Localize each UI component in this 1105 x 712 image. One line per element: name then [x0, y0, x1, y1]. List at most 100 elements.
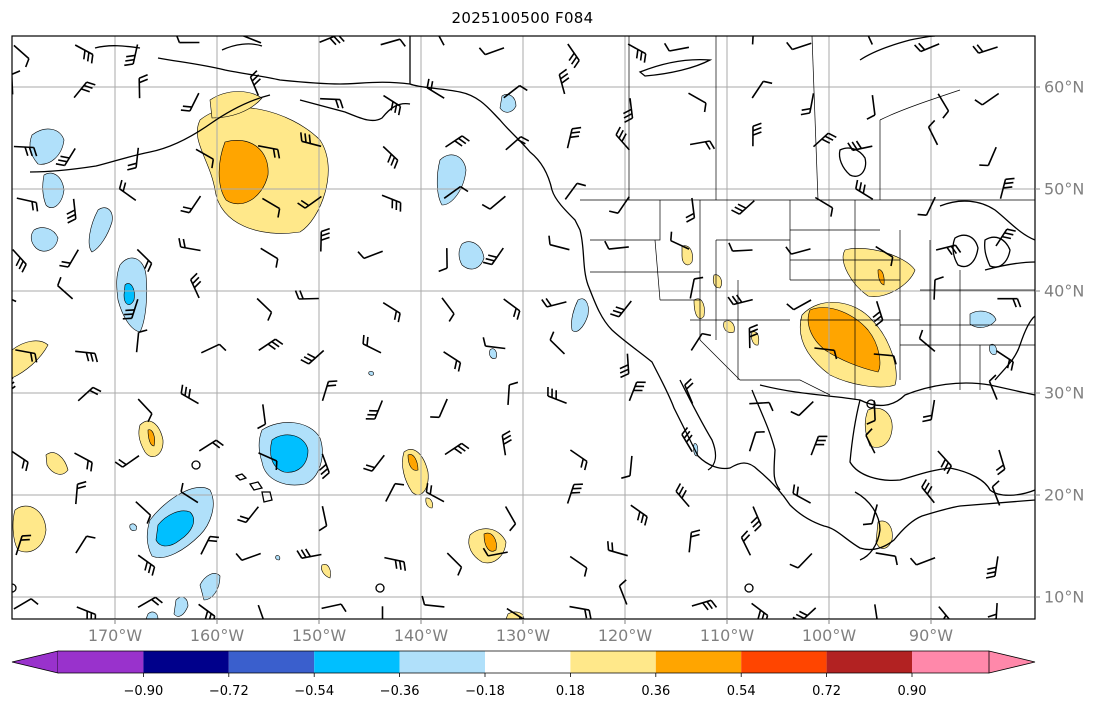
wind-barb-feather — [1010, 361, 1014, 371]
wind-barb — [748, 431, 757, 452]
wind-barb-feather — [570, 135, 580, 139]
wind-barb — [675, 490, 690, 508]
anomaly-blob — [199, 573, 221, 601]
wind-barb — [198, 603, 216, 617]
wind-barb — [122, 455, 140, 468]
wind-barb-feather — [727, 296, 734, 305]
wind-barb-feather — [639, 51, 643, 61]
wind-barb-feather — [833, 350, 838, 360]
wind-barb — [13, 598, 32, 610]
wind-barb — [73, 81, 88, 99]
wind-barb-feather — [303, 356, 313, 362]
wind-barb — [383, 94, 401, 107]
wind-barb — [875, 245, 894, 258]
wind-barb — [180, 246, 201, 252]
wind-barb-feather — [334, 99, 340, 109]
lat-label: 40°N — [1044, 281, 1085, 301]
wind-barb-feather — [218, 343, 227, 352]
wind-barb-feather — [580, 458, 584, 468]
wind-barb-feather — [909, 557, 918, 566]
wind-barb-feather — [300, 358, 310, 365]
lon-label: 110°W — [699, 626, 755, 645]
wind-barb-feather — [865, 428, 873, 436]
colorbar-cell — [741, 651, 827, 673]
wind-barb-feather — [184, 386, 188, 396]
colorbar-cell — [314, 651, 400, 673]
wind-barb-feather — [459, 185, 469, 193]
wind-barb — [871, 95, 876, 116]
wind-barb — [188, 195, 202, 214]
wind-barb-feather — [215, 439, 224, 447]
wind-barb — [793, 299, 812, 311]
wind-barb-feather — [942, 614, 947, 619]
wind-barb-feather — [749, 328, 759, 334]
wind-barb — [426, 87, 445, 99]
wind-barb — [75, 484, 79, 505]
colorbar-low-extend — [11, 650, 59, 674]
wind-barb-feather — [211, 159, 215, 169]
wind-barb-feather — [85, 352, 90, 362]
wind-barb — [321, 381, 330, 402]
wind-barb — [75, 535, 88, 554]
wind-barb — [549, 339, 566, 355]
wind-barb-feather — [235, 552, 243, 561]
wind-barb-feather — [520, 135, 530, 142]
wind-barb — [504, 506, 517, 525]
wind-barb-feather — [458, 137, 467, 145]
wind-barb — [617, 196, 630, 214]
wind-barb — [688, 92, 707, 104]
wind-barb-feather — [394, 559, 398, 569]
wind-barb-feather — [86, 81, 96, 86]
colorbar-cell — [655, 651, 742, 673]
wind-barb-feather — [147, 564, 152, 574]
wind-barb — [12, 450, 29, 463]
wind-barb-feather — [151, 566, 156, 576]
wind-barb — [938, 606, 951, 619]
wind-barb-feather — [192, 276, 200, 285]
graticule — [12, 36, 1035, 619]
wind-barb-feather — [89, 389, 99, 396]
lon-label: 150°W — [291, 626, 347, 645]
colorbar-label: −0.90 — [123, 684, 164, 699]
wind-barb-feather — [914, 44, 922, 53]
wind-barb — [691, 599, 712, 607]
wind-barb-feather — [619, 368, 629, 374]
colorbar-label: 0.72 — [812, 684, 842, 699]
wind-barb-feather — [209, 535, 219, 539]
wind-barb-feather — [320, 232, 330, 237]
wind-barb-feather — [571, 126, 582, 130]
wind-barb — [546, 301, 567, 308]
wind-barb-feather — [180, 109, 190, 112]
wind-barb-feather — [946, 465, 953, 475]
wind-barb — [15, 535, 23, 556]
wind-barb-feather — [866, 114, 876, 120]
wind-barb — [260, 247, 279, 260]
wind-barb-feather — [934, 276, 944, 281]
wind-barb — [135, 147, 140, 168]
wind-barb-feather — [393, 310, 398, 320]
wind-barb — [792, 492, 811, 504]
wind-barb — [873, 353, 894, 357]
wind-barb-feather — [24, 146, 29, 156]
wind-barb-feather — [623, 108, 632, 115]
wind-barb — [503, 298, 521, 312]
wind-barb-feather — [118, 179, 123, 190]
wind-barb-feather — [482, 337, 487, 347]
wind-barb-feather — [940, 458, 947, 468]
colorbar-label: −0.18 — [465, 684, 505, 699]
wind-barb-feather — [866, 24, 872, 30]
wind-barb-feather — [300, 199, 310, 207]
anomaly-blob — [42, 172, 65, 209]
wind-barb-feather — [180, 482, 184, 492]
wind-barb-feather — [390, 156, 396, 166]
anomaly-blob — [425, 497, 433, 509]
wind-barb-feather — [588, 609, 592, 619]
wind-barb-feather — [328, 380, 338, 383]
wind-barb-feather — [549, 331, 555, 341]
wind-barb-feather — [461, 135, 470, 142]
wind-barb-feather — [749, 332, 759, 338]
wind-barb-feather — [318, 463, 327, 471]
wind-barb-feather — [1003, 186, 1013, 189]
wind-barb-feather — [403, 561, 407, 571]
wind-barb-feather — [644, 516, 648, 526]
